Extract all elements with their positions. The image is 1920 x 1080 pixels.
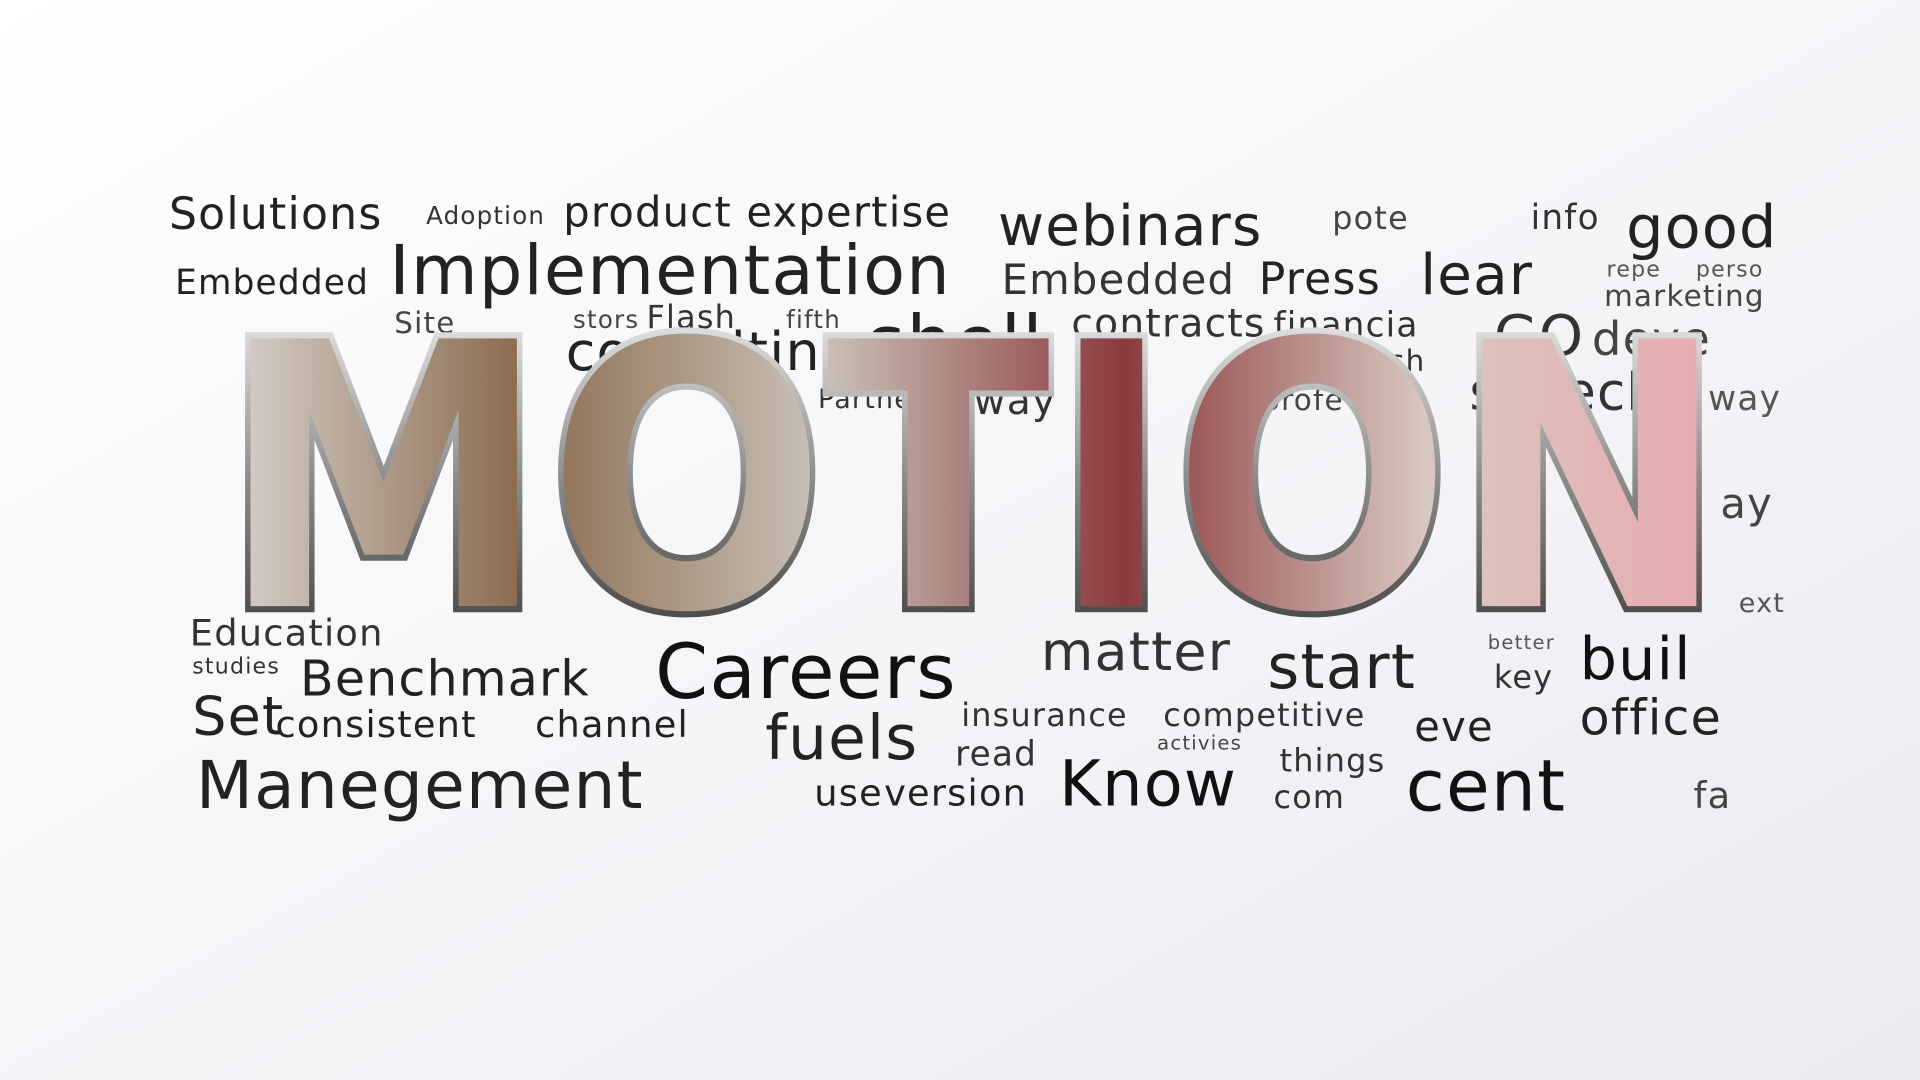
cloud-word: Solutions	[169, 189, 383, 240]
cloud-word: Implementation	[389, 231, 951, 311]
cloud-word: GO	[1494, 304, 1584, 369]
cloud-word: relationsh	[1267, 344, 1425, 378]
cloud-word: Adoption	[426, 201, 545, 230]
cloud-word: Careers	[655, 628, 957, 716]
logo: MOTION	[220, 265, 1726, 693]
cloud-word: cent	[1406, 745, 1567, 828]
cloud-word: start	[1267, 632, 1416, 703]
cloud-word: profe	[1261, 383, 1344, 417]
cloud-word: things	[1280, 741, 1386, 779]
cloud-word: contracts	[1071, 302, 1265, 347]
cloud-word: Embedded	[1002, 255, 1236, 304]
cloud-word: Partners	[818, 384, 940, 415]
cloud-word: read	[955, 734, 1037, 774]
cloud-word: lear	[1420, 243, 1533, 308]
cloud-word: activies	[1157, 731, 1242, 754]
cloud-word: ext	[1739, 588, 1785, 619]
cloud-word: office	[1580, 690, 1722, 747]
cloud-word: ay	[1720, 479, 1773, 528]
cloud-word: product expertise	[563, 188, 951, 237]
cloud-word: financia	[1273, 306, 1418, 346]
cloud-word: eve	[1414, 702, 1494, 751]
cloud-word: matter	[1041, 620, 1231, 683]
cloud-word: pote	[1332, 199, 1409, 237]
cloud-word: insurance	[961, 696, 1128, 734]
cloud-word: Press	[1259, 254, 1381, 305]
cloud-word: com	[1273, 778, 1345, 816]
cloud-word: Embedded	[175, 263, 369, 303]
cloud-word: Flash	[647, 298, 737, 336]
cloud-word: way	[1708, 379, 1781, 419]
cloud-word: Benchmark	[300, 651, 590, 708]
cloud-word: channel	[535, 703, 689, 746]
cloud-word: stors	[573, 305, 639, 334]
cloud-word: perso	[1696, 258, 1764, 283]
word-cloud: Solutions Adoption product expertise webina…	[169, 188, 1785, 828]
cloud-word: info	[1531, 198, 1600, 238]
cloud-word: buil	[1580, 625, 1692, 694]
cloud-word: repe	[1607, 258, 1662, 283]
cloud-word: better	[1488, 631, 1555, 654]
cloud-word: marketing	[1604, 279, 1765, 313]
cloud-word: consulting	[566, 320, 857, 383]
cloud-word: competitive	[1163, 696, 1365, 734]
cloud-word: fa	[1693, 774, 1731, 817]
cloud-word: Site	[394, 306, 455, 340]
cloud-word: way	[973, 379, 1056, 424]
cloud-word: fuels	[765, 703, 918, 774]
cloud-word: webinars	[998, 194, 1263, 259]
cloud-word: deve	[1592, 312, 1711, 366]
cloud-word: Set	[192, 685, 284, 748]
cloud-word: Know	[1059, 748, 1237, 822]
cloud-word: use	[814, 772, 883, 815]
cloud-word: shell	[867, 300, 1044, 385]
cloud-word: key	[1494, 658, 1553, 696]
cloud-word: consistent	[276, 703, 477, 746]
cloud-word: Manegement	[196, 747, 644, 824]
cloud-word: version	[884, 772, 1027, 815]
cloud-word: speech	[1469, 363, 1660, 423]
cloud-word: fifth	[786, 305, 841, 334]
cloud-word: studies	[192, 654, 280, 679]
cloud-word: good	[1626, 192, 1777, 261]
cloud-word: Education	[190, 611, 384, 654]
